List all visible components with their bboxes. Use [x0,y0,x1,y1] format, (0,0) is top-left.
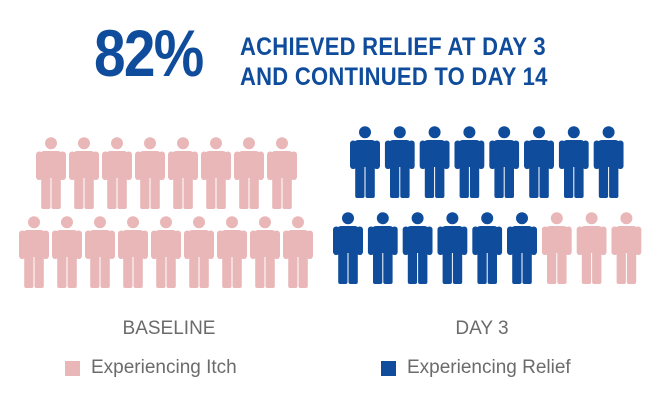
person-icon-baseline-itch [118,216,148,288]
person-icon-day-3-relief [437,212,468,284]
legend-label-itch: Experiencing Itch [91,357,237,378]
person-icon-day-3-relief [384,126,415,198]
person-icon-day-3-relief [489,126,520,198]
person-icon-baseline-itch [19,216,49,288]
person-icon-baseline-itch [135,137,165,209]
person-icon-baseline-itch [201,137,231,209]
headline-text: ACHIEVED RELIEF AT DAY 3 AND CONTINUED T… [240,32,548,92]
person-icon-baseline-itch [52,216,82,288]
person-icon-day-3-relief [350,126,380,198]
person-icon-baseline-itch [102,137,132,209]
person-icon-baseline-itch [36,137,66,209]
person-icon-day-3-itch [576,212,607,284]
person-icon-day-3-relief [333,212,363,284]
person-icon-day-3-relief [367,212,398,284]
person-icon-baseline-itch [151,216,181,288]
person-icon-day-3-relief [593,126,624,198]
person-icon-baseline-itch [184,216,214,288]
person-icon-baseline-itch [85,216,115,288]
person-icon-baseline-itch [234,137,264,209]
person-icon-baseline-itch [168,137,198,209]
legend-label-relief: Experiencing Relief [407,357,571,378]
person-icon-baseline-itch [69,137,99,209]
group-label-day3: DAY 3 [455,318,509,339]
person-icon-day-3-relief [558,126,589,198]
headline-line-1: ACHIEVED RELIEF AT DAY 3 [240,33,546,61]
legend-swatch-itch [65,360,80,376]
headline-percent: 82% [94,16,204,90]
person-icon-day-3-relief [472,212,503,284]
person-icon-day-3-relief [402,212,433,284]
person-icon-day-3-relief [524,126,554,198]
person-icon-baseline-itch [267,137,297,209]
person-icon-day-3-itch [541,212,572,284]
headline-line-2: AND CONTINUED TO DAY 14 [240,63,548,91]
person-icon-day-3-relief [507,212,537,284]
person-icon-baseline-itch [250,216,280,288]
headline: 82% ACHIEVED RELIEF AT DAY 3 AND CONTINU… [0,0,660,110]
person-icon-day-3-itch [611,212,642,284]
person-icon-day-3-relief [419,126,450,198]
legend-swatch-relief [381,360,396,376]
legend-item-itch: Experiencing Itch [65,356,237,380]
legend-item-relief: Experiencing Relief [381,356,571,380]
person-icon-baseline-itch [217,216,247,288]
group-label-baseline: BASELINE [122,318,216,339]
person-icon-baseline-itch [283,216,313,288]
person-icon-day-3-relief [454,126,485,198]
